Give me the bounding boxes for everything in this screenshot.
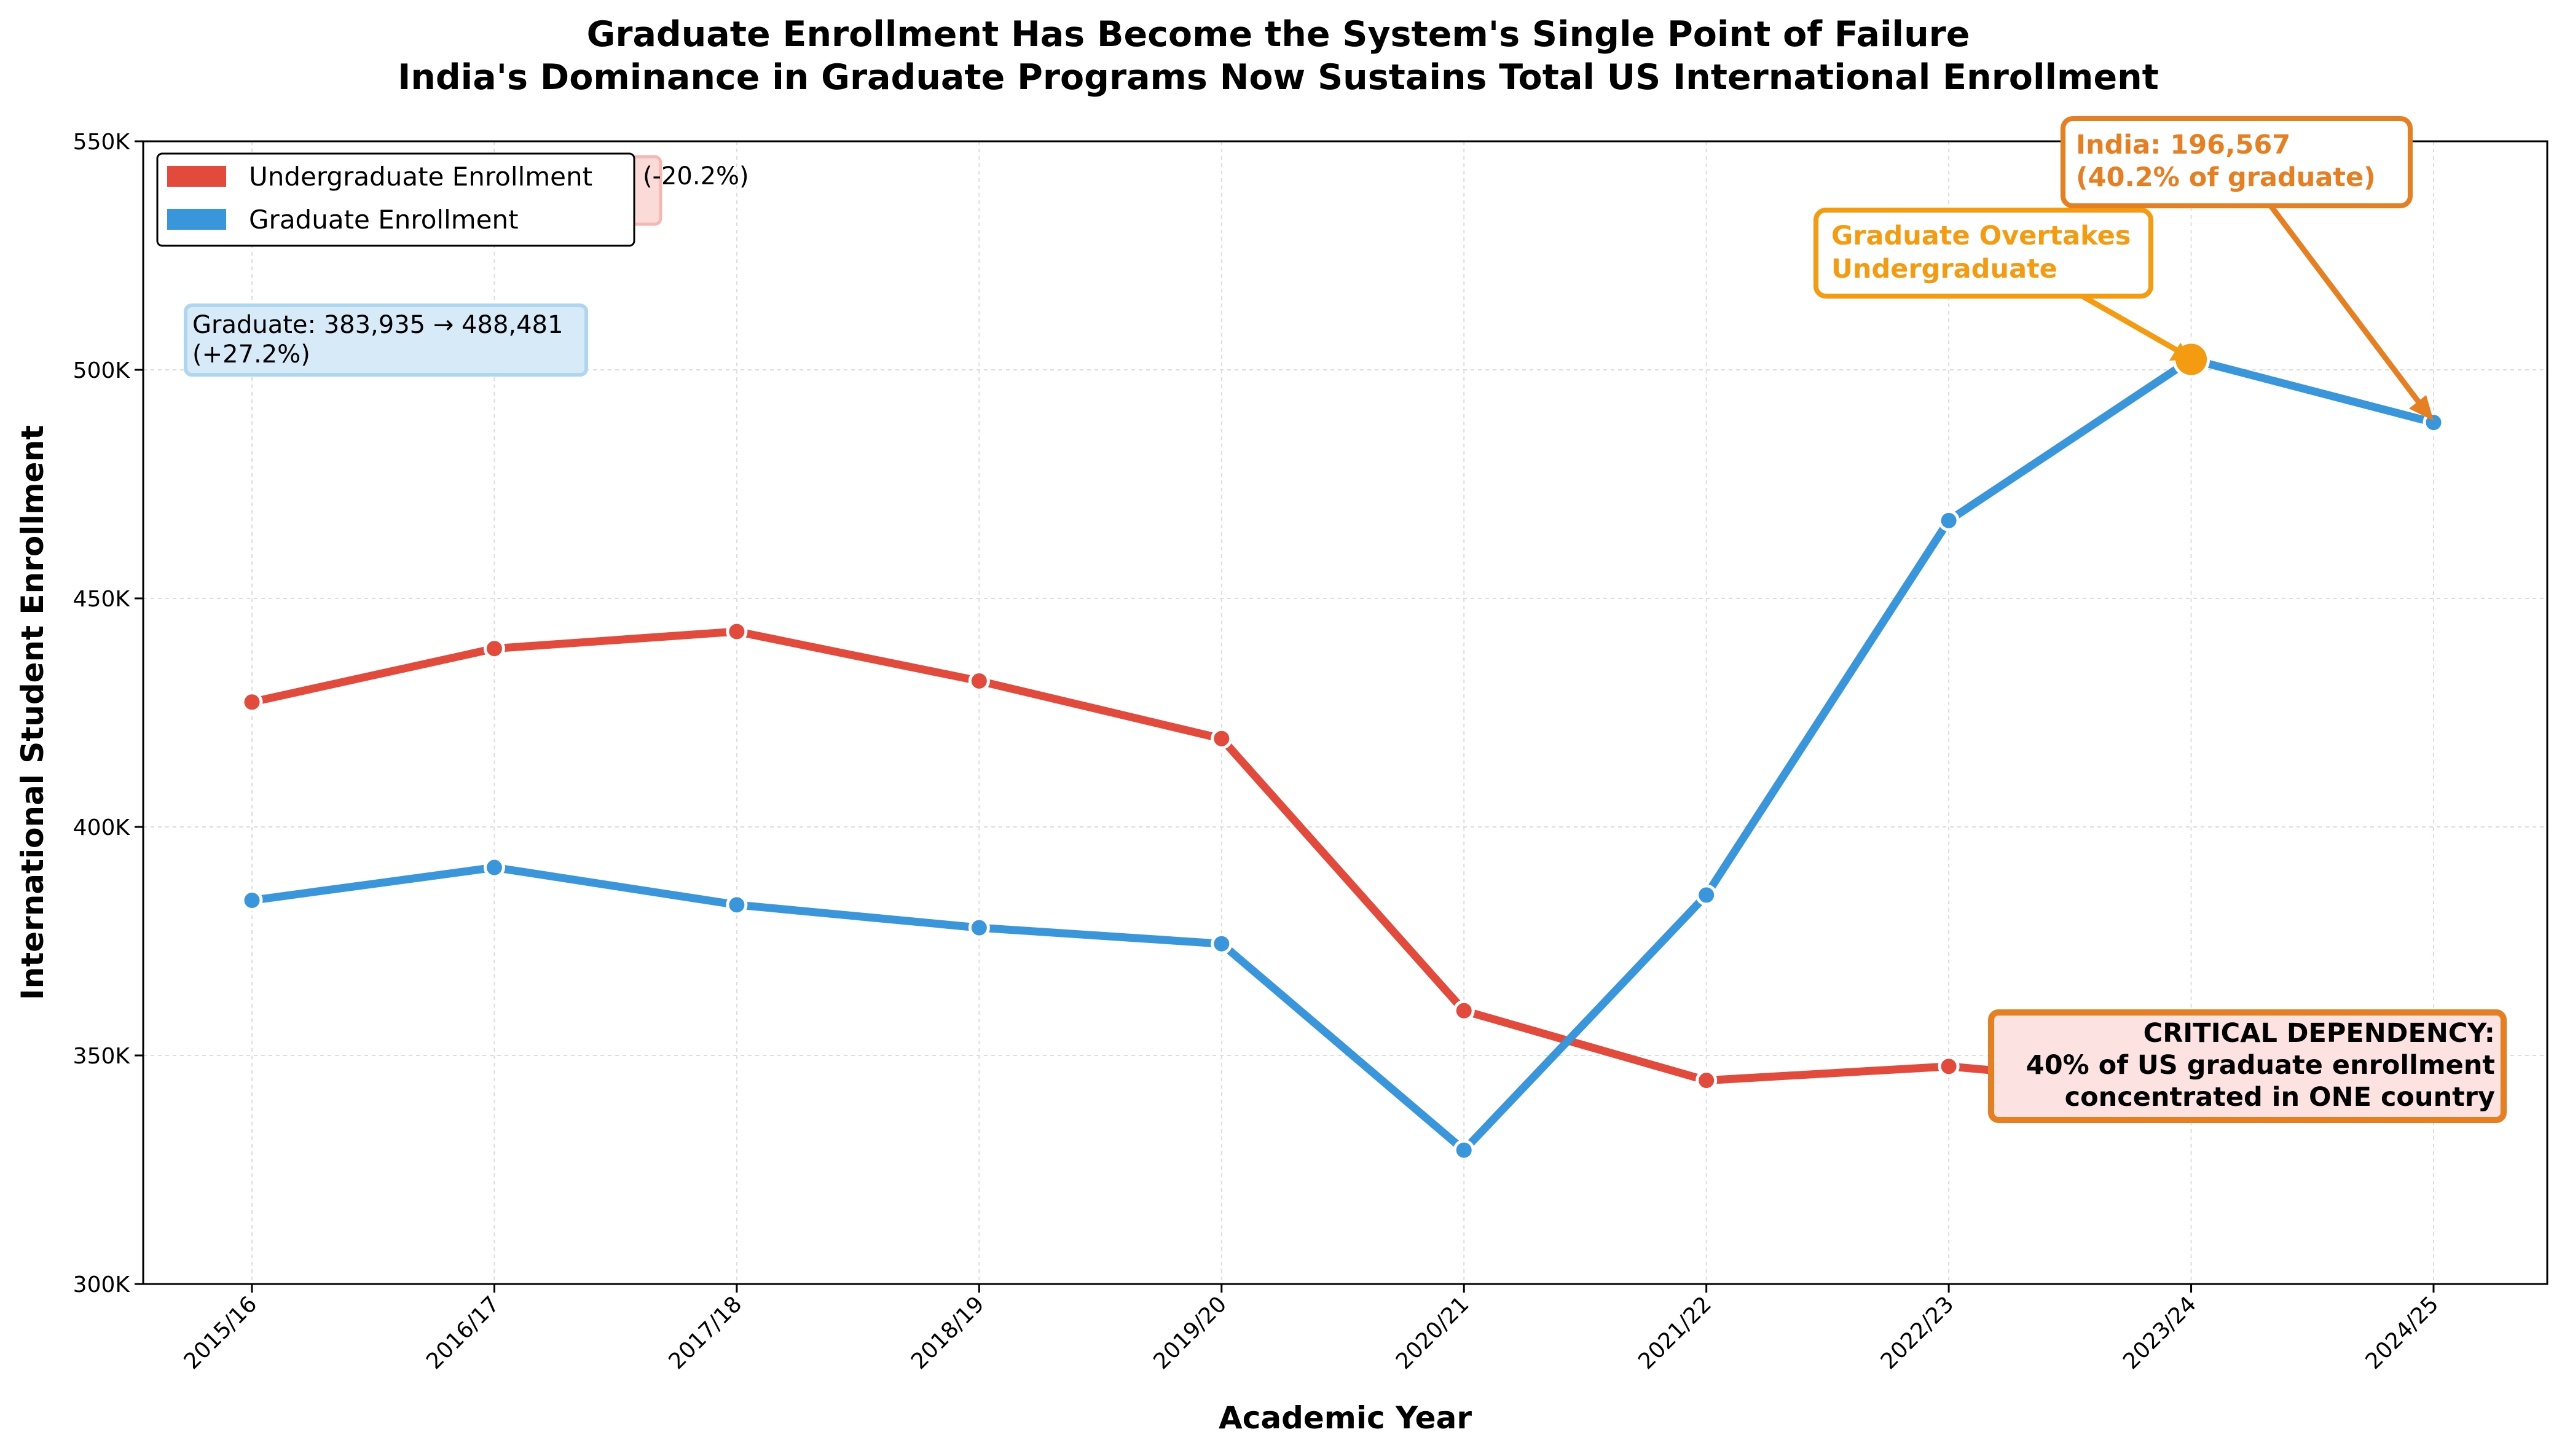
- graduate-point: [968, 917, 990, 939]
- chart-title-line1: Graduate Enrollment Has Become the Syste…: [587, 14, 1970, 55]
- undergraduate-point: [1453, 1000, 1475, 1022]
- legend-graduate-label: Graduate Enrollment: [249, 205, 519, 235]
- y-tick-label: 300K: [73, 1272, 131, 1297]
- india-text-line1: India: 196,567: [2076, 130, 2290, 160]
- y-tick-label: 450K: [73, 587, 131, 612]
- legend-undergrad-swatch: [167, 166, 226, 187]
- india-annotation: India: 196,567 (40.2% of graduate): [2061, 116, 2434, 421]
- crossover-text-line2: Undergraduate: [1831, 254, 2057, 284]
- graduate-summary-box: Graduate: 383,935 → 488,481 (+27.2%): [184, 303, 588, 377]
- undergraduate-point: [1211, 727, 1233, 750]
- undergraduate-point: [483, 638, 505, 660]
- graduate-point: [483, 856, 505, 879]
- critical-dependency-box: CRITICAL DEPENDENCY: 40% of US graduate …: [1988, 1009, 2507, 1123]
- y-axis-ticks: 300K 350K 400K 450K 500K 550K: [73, 130, 143, 1297]
- y-tick-label: 350K: [73, 1044, 131, 1069]
- graduate-point: [1696, 884, 1718, 906]
- graduate-point: [241, 890, 263, 912]
- graduate-summary-line1: Graduate: 383,935 → 488,481: [192, 311, 563, 339]
- undergraduate-point: [1938, 1055, 1960, 1078]
- x-axis-label: Academic Year: [1219, 1400, 1472, 1436]
- undergraduate-point: [968, 670, 990, 692]
- graduate-point: [1211, 933, 1233, 955]
- y-tick-label: 550K: [73, 130, 131, 155]
- plot-frame: [142, 140, 2548, 1285]
- series-line-graduate: [248, 355, 2438, 1154]
- critical-text-line3: concentrated in ONE country: [2065, 1082, 2495, 1113]
- legend-undergrad-label: Undergraduate Enrollment: [249, 162, 592, 192]
- undergraduate-point: [241, 691, 263, 713]
- undergraduate-point: [726, 620, 748, 643]
- undergraduate-point: [1696, 1070, 1718, 1092]
- legend-graduate-swatch: [167, 209, 226, 230]
- graduate-point: [1453, 1139, 1475, 1161]
- y-tick-label: 500K: [73, 358, 131, 383]
- india-text-line2: (40.2% of graduate): [2076, 162, 2376, 193]
- critical-text-line2: 40% of US graduate enrollment: [2026, 1050, 2495, 1081]
- graduate-summary-line2: (+27.2%): [192, 340, 310, 369]
- chart-title-line2: India's Dominance in Graduate Programs N…: [398, 57, 2159, 98]
- graduate-point: [726, 894, 748, 916]
- y-tick-label: 400K: [73, 815, 131, 840]
- y-axis-label: International Student Enrollment: [15, 425, 50, 1000]
- graduate-point: [1938, 509, 1960, 531]
- legend: Undergraduate Enrollment Graduate Enroll…: [156, 152, 635, 247]
- critical-text-line1: CRITICAL DEPENDENCY:: [2144, 1018, 2495, 1049]
- crossover-text-line1: Graduate Overtakes: [1831, 221, 2131, 251]
- crossover-annotation: Graduate Overtakes Undergraduate: [1813, 208, 2193, 361]
